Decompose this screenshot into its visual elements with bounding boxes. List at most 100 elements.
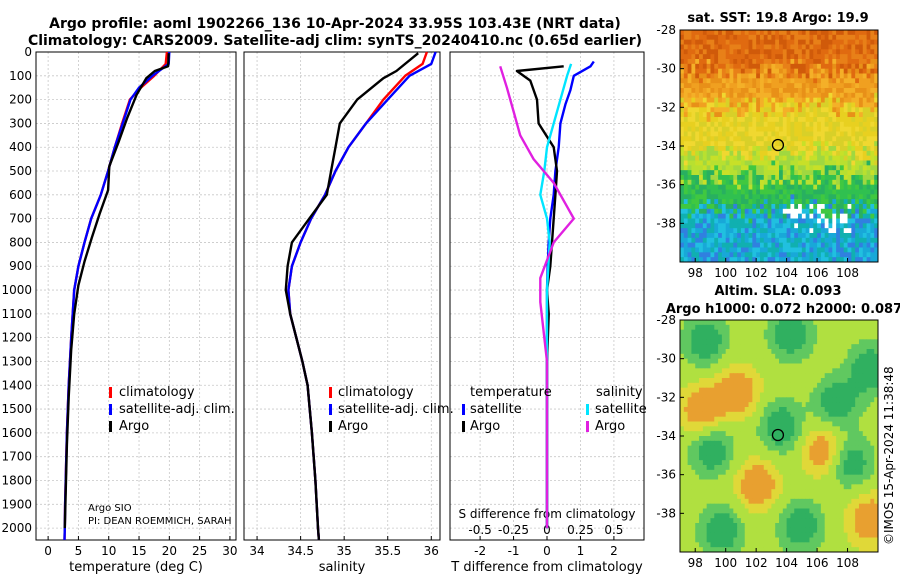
map-cell <box>740 141 746 147</box>
map-cell <box>710 59 715 65</box>
map-cell <box>714 373 719 379</box>
map-cell <box>836 247 841 253</box>
map-cell <box>759 228 765 234</box>
map-cell <box>706 334 711 340</box>
map-cell <box>828 170 833 176</box>
map-cell <box>862 411 867 418</box>
map-cell <box>843 247 848 253</box>
map-cell <box>820 421 826 427</box>
map-cell <box>748 339 753 345</box>
map-cell <box>794 141 799 147</box>
map-cell <box>687 387 692 393</box>
map-cell <box>767 320 772 326</box>
map-cell <box>759 102 765 108</box>
map-cell <box>824 489 829 495</box>
map-cell <box>737 252 742 258</box>
map-cell <box>710 368 715 374</box>
map-cell <box>740 440 746 447</box>
map-cell <box>843 107 848 113</box>
map-cell <box>767 460 772 466</box>
map-cell <box>702 107 708 113</box>
map-cell <box>680 204 685 210</box>
map-cell <box>809 392 814 398</box>
map-cell <box>790 455 795 461</box>
map-cell <box>763 233 768 239</box>
map-cell <box>866 489 871 495</box>
map-cell <box>820 344 826 350</box>
map-cell <box>839 63 845 70</box>
map-cell <box>752 445 757 451</box>
map-cell <box>786 184 791 190</box>
map-cell <box>695 102 700 108</box>
map-cell <box>680 97 685 103</box>
map-cell <box>832 184 837 190</box>
map-cell <box>836 92 841 99</box>
map-cell <box>756 479 761 485</box>
map-cell <box>756 228 761 234</box>
map-cell <box>775 141 780 147</box>
map-cell <box>836 358 841 364</box>
map-cell <box>828 392 833 398</box>
map-cell <box>763 450 768 456</box>
map-cell <box>866 431 871 437</box>
map-cell <box>687 440 692 447</box>
map-cell <box>699 97 704 103</box>
map-cell <box>721 257 727 263</box>
map-cell <box>828 407 833 413</box>
map-cell <box>813 320 818 326</box>
map-cell <box>687 218 692 224</box>
map-cell <box>798 121 803 128</box>
map-cell <box>813 436 818 442</box>
map-cell <box>839 131 845 137</box>
map-cell <box>759 387 765 393</box>
map-cell <box>786 78 791 84</box>
map-cell <box>733 353 738 360</box>
map-cell <box>771 194 776 200</box>
map-cell <box>767 431 772 437</box>
map-cell <box>752 233 757 239</box>
map-cell <box>702 39 708 45</box>
map-cell <box>752 126 757 132</box>
map-cell <box>748 247 753 253</box>
map-cell <box>839 165 845 171</box>
map-cell <box>680 527 685 534</box>
map-cell <box>763 146 768 152</box>
map-cell <box>866 445 871 451</box>
map-cell <box>809 184 814 190</box>
map-cell <box>790 252 795 258</box>
map-cell <box>843 112 848 118</box>
map-cell <box>756 97 761 103</box>
map-cell <box>725 208 730 215</box>
map-cell <box>763 189 768 195</box>
map-cell <box>721 373 727 379</box>
map-cell <box>691 368 696 374</box>
map-cell <box>839 141 845 147</box>
map-cell <box>847 88 852 94</box>
map-cell <box>843 179 848 186</box>
map-cell <box>763 392 768 398</box>
map-cell <box>721 397 727 403</box>
map-cell <box>832 247 837 253</box>
map-cell <box>858 107 864 113</box>
map-cell <box>779 247 784 253</box>
map-cell <box>801 349 807 355</box>
map-cell <box>748 237 753 244</box>
map-cell <box>851 392 856 398</box>
map-cell <box>839 97 845 103</box>
map-cell <box>718 416 723 422</box>
map-cell <box>786 440 791 447</box>
map-cell <box>702 233 708 239</box>
map-cell <box>794 373 799 379</box>
map-cell <box>691 83 696 89</box>
map-cell <box>706 233 711 239</box>
map-cell <box>744 349 749 355</box>
map-cell <box>759 242 765 248</box>
map-cell <box>779 368 784 374</box>
map-cell <box>733 527 738 534</box>
map-cell <box>779 378 784 384</box>
map-cell <box>794 83 799 89</box>
map-cell <box>706 39 711 45</box>
map-cell <box>771 189 776 195</box>
map-cell <box>710 237 715 244</box>
map-cell <box>843 237 848 244</box>
